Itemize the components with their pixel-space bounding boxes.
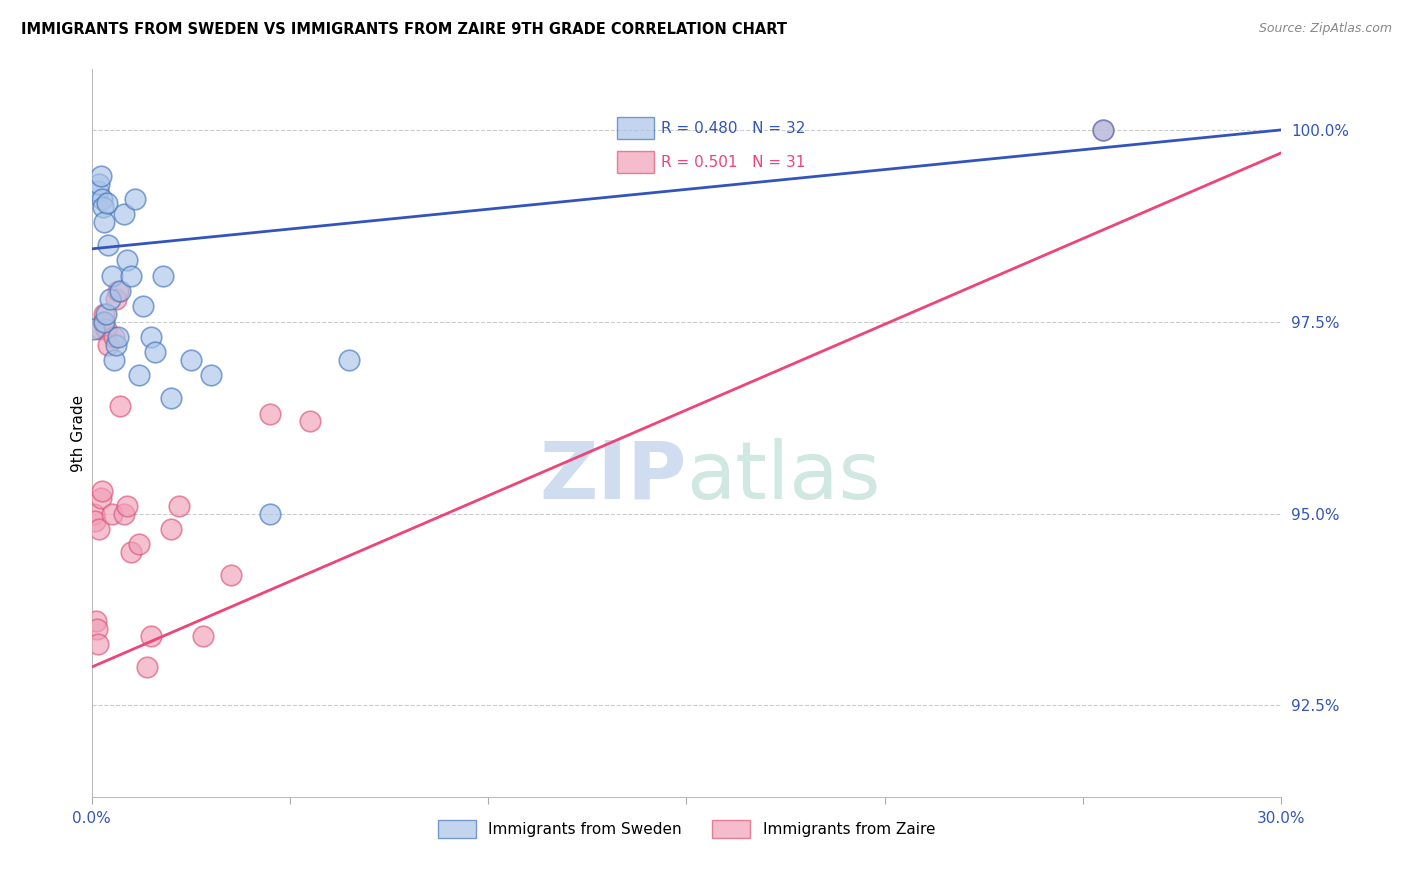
Point <box>104 337 127 351</box>
Point <box>100 268 122 283</box>
Point <box>93 215 115 229</box>
Point <box>107 330 129 344</box>
Point <box>94 307 117 321</box>
Point <box>141 629 163 643</box>
Point <box>259 407 281 421</box>
Point <box>112 507 135 521</box>
Point <box>103 330 125 344</box>
Text: Source: ZipAtlas.com: Source: ZipAtlas.com <box>1258 22 1392 36</box>
Point <box>89 491 111 506</box>
Point <box>298 415 321 429</box>
Y-axis label: 9th Grade: 9th Grade <box>72 394 86 472</box>
Point <box>1091 123 1114 137</box>
Point <box>108 284 131 298</box>
Point <box>143 345 166 359</box>
Point <box>87 184 110 198</box>
Point <box>91 200 114 214</box>
Point <box>98 292 121 306</box>
Point <box>339 353 361 368</box>
Point <box>160 522 183 536</box>
Point <box>124 192 146 206</box>
Point <box>160 392 183 406</box>
Point <box>132 299 155 313</box>
Point <box>112 207 135 221</box>
Point <box>100 507 122 521</box>
Point <box>90 483 112 498</box>
Point <box>152 268 174 283</box>
Point <box>167 499 190 513</box>
Legend: Immigrants from Sweden, Immigrants from Zaire: Immigrants from Sweden, Immigrants from … <box>432 814 941 845</box>
Point <box>117 253 139 268</box>
Point <box>86 622 108 636</box>
Point <box>83 507 105 521</box>
Point <box>87 522 110 536</box>
Point <box>87 177 110 191</box>
Point <box>200 368 222 383</box>
Point <box>90 192 112 206</box>
Point <box>107 284 129 298</box>
Point <box>120 545 142 559</box>
Text: 30.0%: 30.0% <box>1257 811 1305 826</box>
Point <box>259 507 281 521</box>
Point <box>84 614 107 628</box>
Point <box>83 322 105 336</box>
Point <box>128 368 150 383</box>
Point <box>120 268 142 283</box>
Point <box>94 322 117 336</box>
Point <box>96 195 118 210</box>
Point <box>136 660 159 674</box>
Point <box>89 322 111 336</box>
Text: 0.0%: 0.0% <box>73 811 111 826</box>
Point <box>91 315 114 329</box>
Point <box>219 568 242 582</box>
Point <box>103 353 125 368</box>
Point <box>93 307 115 321</box>
Point <box>141 330 163 344</box>
Text: atlas: atlas <box>686 438 880 516</box>
Text: ZIP: ZIP <box>538 438 686 516</box>
Point <box>97 238 120 252</box>
Point <box>84 514 107 528</box>
Point <box>180 353 202 368</box>
Point <box>1091 123 1114 137</box>
Text: IMMIGRANTS FROM SWEDEN VS IMMIGRANTS FROM ZAIRE 9TH GRADE CORRELATION CHART: IMMIGRANTS FROM SWEDEN VS IMMIGRANTS FRO… <box>21 22 787 37</box>
Point <box>191 629 214 643</box>
Point <box>89 169 111 183</box>
Point <box>128 537 150 551</box>
Point <box>108 399 131 413</box>
Point <box>117 499 139 513</box>
Point <box>87 637 110 651</box>
Point <box>104 292 127 306</box>
Point <box>93 315 115 329</box>
Point <box>97 337 120 351</box>
